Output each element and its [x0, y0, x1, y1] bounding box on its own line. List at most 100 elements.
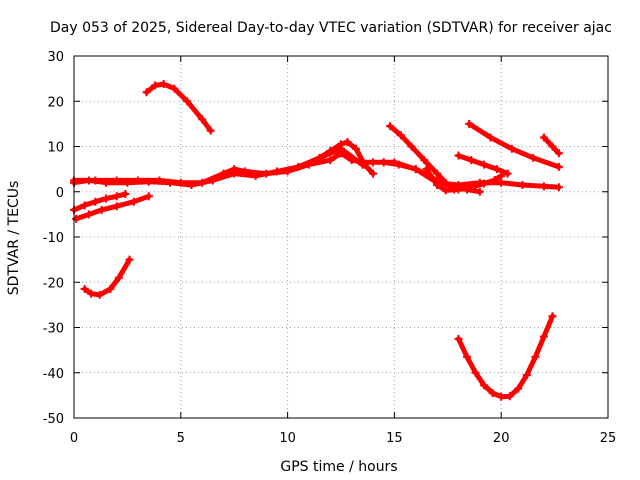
data-point: [505, 392, 514, 401]
y-tick-label: -50: [43, 412, 64, 427]
data-point: [114, 273, 123, 282]
data-point: [91, 197, 100, 206]
data-point: [465, 119, 474, 128]
data-point: [151, 81, 160, 90]
y-tick-label: 30: [47, 50, 64, 65]
data-point: [72, 214, 81, 223]
data-point: [351, 144, 360, 153]
data-point: [454, 151, 463, 160]
data-point: [80, 201, 89, 210]
data-point: [471, 368, 480, 377]
data-point: [272, 167, 281, 176]
data-point: [369, 158, 378, 167]
data-point: [206, 126, 215, 135]
grid-layer: [74, 56, 608, 418]
data-point: [475, 187, 484, 196]
data-point: [497, 392, 506, 401]
data-point: [187, 180, 196, 189]
data-point: [554, 149, 563, 158]
data-point: [360, 160, 369, 169]
y-tick-label: 20: [47, 95, 64, 110]
data-point: [326, 147, 335, 156]
data-point: [514, 384, 523, 393]
data-point: [441, 186, 450, 195]
data-point: [379, 158, 388, 167]
data-point: [490, 175, 499, 184]
x-tick-label: 15: [386, 431, 403, 446]
y-tick-label: 10: [47, 141, 64, 156]
data-point: [518, 180, 527, 189]
data-point: [294, 162, 303, 171]
x-tick-label: 5: [177, 431, 185, 446]
series-layer: [70, 80, 563, 401]
data-point: [407, 142, 416, 151]
data-point: [87, 289, 96, 298]
data-point: [80, 285, 89, 294]
data-point: [522, 371, 531, 380]
data-point: [480, 179, 489, 188]
y-tick-label: 0: [56, 186, 64, 201]
data-point: [396, 131, 405, 140]
x-tick-label: 0: [70, 431, 78, 446]
x-tick-label: 10: [279, 431, 296, 446]
data-point: [198, 115, 207, 124]
data-point: [467, 156, 476, 165]
data-point: [97, 205, 106, 214]
data-point: [497, 178, 506, 187]
tick-layer: 0 5 10 15 20 25 -50 -40 -30 -20 -10 0 10 20 30: [43, 50, 617, 446]
series-arc-k-line: [456, 313, 555, 400]
data-point: [411, 165, 420, 174]
data-point: [386, 122, 395, 131]
data-point: [394, 160, 403, 169]
data-point: [230, 169, 239, 178]
data-point: [84, 210, 93, 219]
data-point: [112, 192, 121, 201]
data-point: [463, 352, 472, 361]
data-point: [548, 142, 557, 151]
data-point: [170, 84, 179, 93]
data-point: [503, 169, 512, 178]
data-point: [166, 178, 175, 187]
data-point: [548, 312, 557, 321]
data-point: [112, 202, 121, 211]
data-point: [144, 192, 153, 201]
y-tick-label: -10: [43, 231, 64, 246]
data-point: [144, 177, 153, 186]
y-axis-label: SDTVAR / TECUs: [6, 181, 22, 296]
data-point: [531, 352, 540, 361]
data-point: [142, 88, 151, 97]
data-point: [102, 178, 111, 187]
data-point: [123, 178, 132, 187]
data-point: [251, 171, 260, 180]
data-point: [337, 140, 345, 149]
data-point: [159, 80, 168, 89]
data-point: [326, 156, 335, 165]
x-tick-label: 25: [600, 431, 617, 446]
data-point: [492, 165, 501, 174]
data-point: [106, 285, 115, 294]
chart-title: Day 053 of 2025, Sidereal Day-to-day VTE…: [50, 20, 612, 36]
data-point: [369, 169, 378, 178]
data-point: [433, 169, 442, 178]
data-point: [539, 182, 548, 191]
data-point: [488, 389, 497, 398]
y-tick-label: -40: [43, 367, 64, 382]
data-point: [486, 133, 495, 142]
data-point: [315, 153, 324, 162]
data-point: [480, 381, 489, 390]
data-point: [121, 190, 130, 199]
x-axis-label: GPS time / hours: [280, 459, 397, 475]
data-point: [454, 185, 463, 194]
data-point: [554, 162, 563, 171]
data-point: [420, 156, 429, 165]
y-tick-label: -30: [43, 322, 64, 337]
data-point: [125, 255, 134, 264]
data-point: [480, 160, 489, 169]
data-point: [102, 194, 111, 203]
data-point: [507, 144, 516, 153]
x-tick-label: 20: [493, 431, 510, 446]
data-point: [208, 176, 217, 185]
data-point: [433, 180, 442, 189]
